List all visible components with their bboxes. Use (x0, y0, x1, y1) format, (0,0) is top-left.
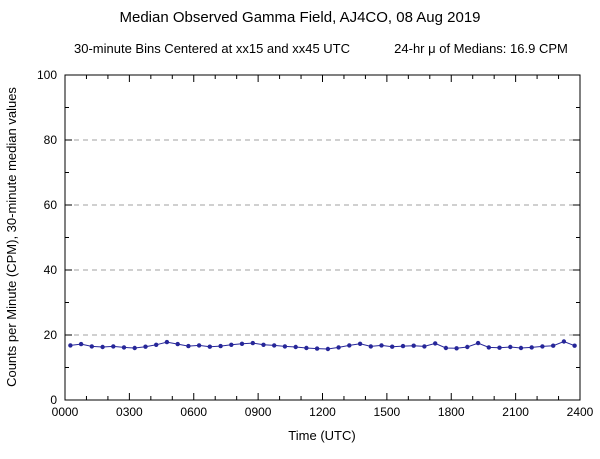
data-point (357, 341, 363, 346)
data-point (186, 343, 191, 349)
chart-subtitle-mean: 24-hr μ of Medians: 16.9 CPM (394, 41, 568, 56)
data-point (486, 345, 491, 350)
data-point (261, 342, 266, 347)
x-tick-label: 1500 (374, 405, 401, 419)
data-point (68, 343, 73, 348)
y-tick-label: 80 (44, 133, 58, 147)
data-point (400, 343, 406, 349)
data-point (529, 345, 534, 350)
data-point (561, 339, 567, 344)
data-point (143, 344, 148, 349)
data-point (572, 343, 577, 348)
data-point (100, 344, 105, 350)
data-point (454, 346, 459, 351)
data-point (347, 343, 352, 348)
data-point (132, 345, 137, 351)
data-point (336, 345, 341, 350)
data-point (390, 344, 395, 349)
chart-subtitle-bins: 30-minute Bins Centered at xx15 and xx45… (74, 41, 350, 56)
x-tick-label: 2100 (502, 405, 529, 419)
data-point (250, 340, 255, 346)
data-point (465, 344, 470, 350)
data-point (207, 344, 212, 349)
data-point (325, 346, 331, 352)
data-point (196, 343, 202, 348)
plot-frame (64, 74, 581, 401)
x-axis-title: Time (UTC) (288, 428, 355, 443)
x-tick-label: 0900 (245, 405, 272, 419)
x-tick-label: 0300 (116, 405, 143, 419)
y-tick-label: 0 (50, 393, 57, 407)
data-point (368, 344, 373, 349)
x-tick-label: 2400 (567, 405, 594, 419)
plot-area: 0000 0300 0600 0900 1200 1500 1800 2100 2400 0 20 4… (37, 68, 594, 419)
chart-title: Median Observed Gamma Field, AJ4CO, 08 A… (119, 9, 480, 26)
data-point (411, 343, 416, 348)
data-point (89, 344, 95, 349)
data-point (272, 343, 277, 348)
data-point (540, 344, 545, 349)
data-point (175, 341, 180, 347)
data-point (443, 345, 449, 351)
data-point (422, 344, 427, 349)
data-point (293, 344, 298, 350)
data-point (78, 341, 84, 347)
data-point (497, 345, 502, 350)
x-tick-label: 1800 (438, 405, 465, 419)
data-point (508, 344, 513, 350)
y-tick-label: 20 (44, 328, 58, 342)
y-tick-label: 60 (44, 198, 58, 212)
y-tick-label: 40 (44, 263, 58, 277)
x-tick-label: 0600 (180, 405, 207, 419)
data-point (475, 340, 481, 346)
data-point (239, 341, 245, 346)
data-point (518, 345, 524, 351)
data-point (164, 339, 170, 345)
x-tick-label: 0000 (52, 405, 79, 419)
data-point (111, 344, 116, 349)
data-point (121, 345, 127, 350)
data-point (229, 342, 234, 347)
y-tick-label: 100 (37, 68, 57, 82)
data-point (154, 342, 159, 347)
data-point (218, 343, 223, 349)
data-point (304, 345, 309, 351)
data-point (433, 341, 438, 346)
data-point (314, 346, 320, 351)
data-point (551, 343, 556, 348)
data-point (282, 344, 288, 349)
data-point (379, 343, 384, 348)
x-tick-label: 1200 (309, 405, 336, 419)
y-axis-title: Counts per Minute (CPM), 30-minute media… (4, 87, 19, 387)
